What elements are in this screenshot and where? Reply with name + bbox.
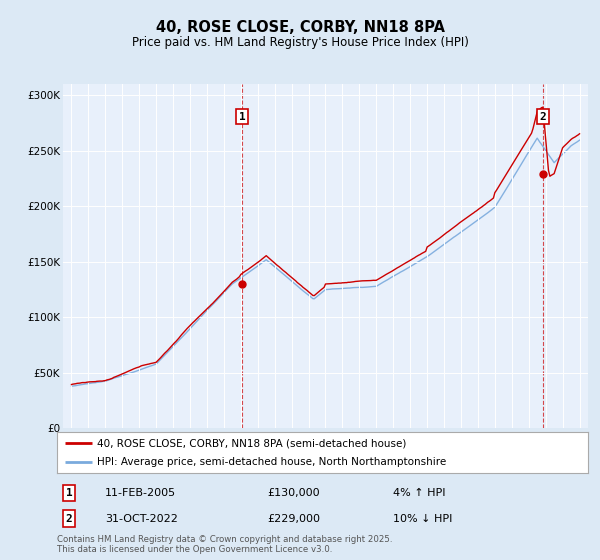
- Text: 2: 2: [65, 514, 73, 524]
- Text: HPI: Average price, semi-detached house, North Northamptonshire: HPI: Average price, semi-detached house,…: [97, 457, 446, 467]
- Text: 1: 1: [65, 488, 73, 498]
- Text: 2: 2: [539, 111, 546, 122]
- Text: 40, ROSE CLOSE, CORBY, NN18 8PA: 40, ROSE CLOSE, CORBY, NN18 8PA: [155, 20, 445, 35]
- Text: 40, ROSE CLOSE, CORBY, NN18 8PA (semi-detached house): 40, ROSE CLOSE, CORBY, NN18 8PA (semi-de…: [97, 438, 406, 449]
- Text: 1: 1: [239, 111, 245, 122]
- Text: 4% ↑ HPI: 4% ↑ HPI: [393, 488, 445, 498]
- Text: £229,000: £229,000: [267, 514, 320, 524]
- Text: 31-OCT-2022: 31-OCT-2022: [105, 514, 178, 524]
- Text: 11-FEB-2005: 11-FEB-2005: [105, 488, 176, 498]
- Text: £130,000: £130,000: [267, 488, 320, 498]
- Text: 10% ↓ HPI: 10% ↓ HPI: [393, 514, 452, 524]
- Text: Contains HM Land Registry data © Crown copyright and database right 2025.
This d: Contains HM Land Registry data © Crown c…: [57, 535, 392, 554]
- Text: Price paid vs. HM Land Registry's House Price Index (HPI): Price paid vs. HM Land Registry's House …: [131, 36, 469, 49]
